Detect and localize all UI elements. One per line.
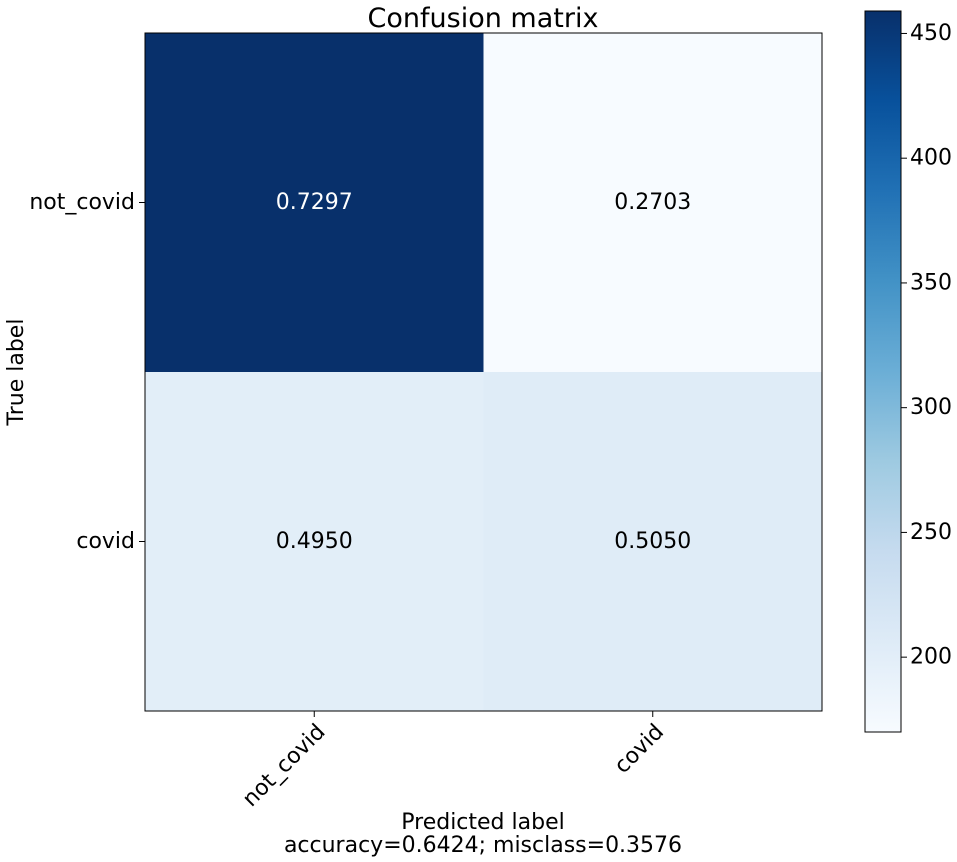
colorbar-tick-label: 200 — [910, 645, 952, 670]
heatmap-cell — [145, 372, 484, 712]
colorbar — [864, 10, 902, 733]
plot-frame — [144, 32, 823, 712]
heatmap-cell — [483, 372, 823, 712]
cell-value-label: 0.7297 — [276, 190, 353, 215]
x-axis-ticks: not_covid covid — [238, 711, 669, 812]
cell-value-label: 0.2703 — [614, 190, 691, 215]
cell-value-label: 0.4950 — [276, 529, 353, 554]
colorbar-ticks: 200 250 300 350 400 450 — [901, 21, 952, 670]
x-tick-label: not_covid — [238, 720, 330, 812]
x-axis-label: Predicted label — [401, 810, 564, 835]
colorbar-tick-label: 450 — [910, 21, 952, 46]
colorbar-tick-label: 400 — [910, 146, 952, 171]
cell-value-labels: 0.7297 0.2703 0.4950 0.5050 — [276, 190, 691, 554]
colorbar-tick-label: 350 — [910, 270, 952, 295]
x-tick-label: covid — [610, 720, 669, 779]
y-tick-label: covid — [76, 529, 135, 554]
heatmap-cells — [145, 33, 823, 712]
x-axis-sublabel: accuracy=0.6424; misclass=0.3576 — [284, 833, 682, 858]
heatmap-cell — [483, 33, 823, 373]
colorbar-tick-label: 300 — [910, 395, 952, 420]
y-tick-label: not_covid — [29, 190, 135, 215]
chart-title: Confusion matrix — [368, 3, 599, 34]
colorbar-tick-label: 250 — [910, 520, 952, 545]
heatmap-cell — [145, 33, 484, 373]
cell-value-label: 0.5050 — [614, 529, 691, 554]
y-axis-label: True label — [4, 319, 29, 427]
